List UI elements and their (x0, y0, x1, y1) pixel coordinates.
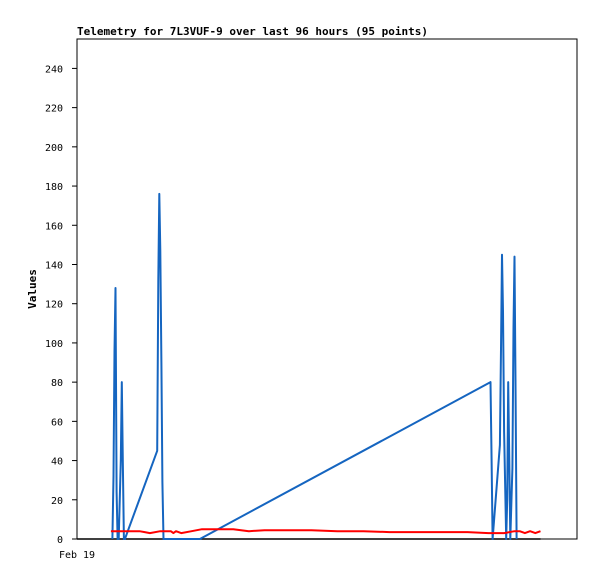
x-axis-ticks: Feb 19 (59, 550, 95, 561)
y-tick-label: 100 (45, 339, 63, 350)
series-line-0 (111, 192, 518, 540)
y-tick-label: 20 (51, 496, 63, 507)
series-line-1 (110, 528, 541, 535)
y-tick-label: 160 (45, 221, 63, 232)
chart-title: Telemetry for 7L3VUF-9 over last 96 hour… (77, 25, 428, 38)
y-tick-label: 140 (45, 260, 63, 271)
y-tick-label: 120 (45, 300, 63, 311)
y-axis-label: Values (26, 269, 39, 309)
y-tick-label: 80 (51, 378, 63, 389)
x-tick-label: Feb 19 (59, 550, 95, 561)
y-tick-label: 240 (45, 64, 63, 75)
y-axis-ticks: 0 20 40 60 80 100 120 140 160 180 200 220 240 (45, 64, 77, 546)
y-tick-label: 180 (45, 182, 63, 193)
series-layer (77, 192, 541, 540)
y-tick-label: 60 (51, 417, 63, 428)
y-tick-label: 200 (45, 143, 63, 154)
y-tick-label: 40 (51, 457, 63, 468)
y-tick-label: 0 (57, 535, 63, 546)
y-tick-label: 220 (45, 104, 63, 115)
